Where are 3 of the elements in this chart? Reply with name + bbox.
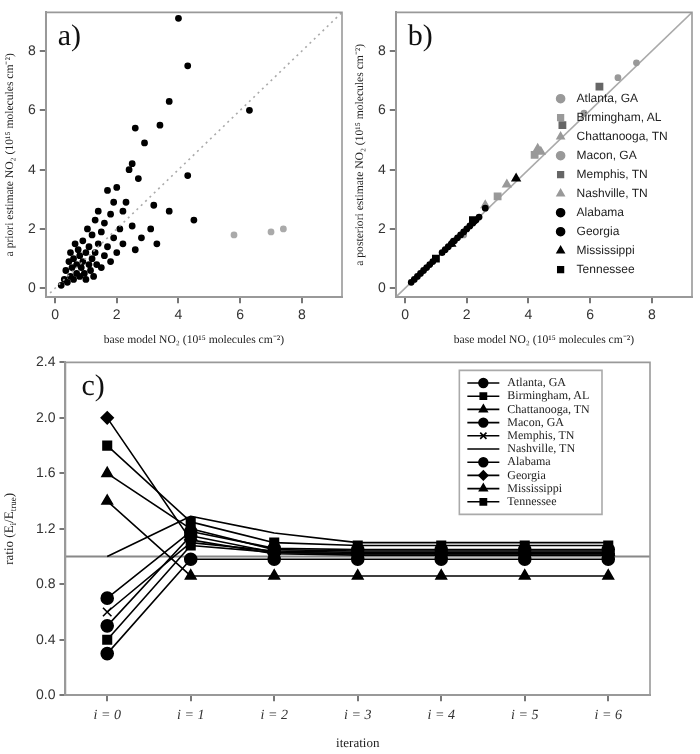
chart-title: c) — [81, 371, 105, 404]
chart-title: a) — [57, 21, 82, 54]
chart-title: b) — [407, 21, 433, 54]
